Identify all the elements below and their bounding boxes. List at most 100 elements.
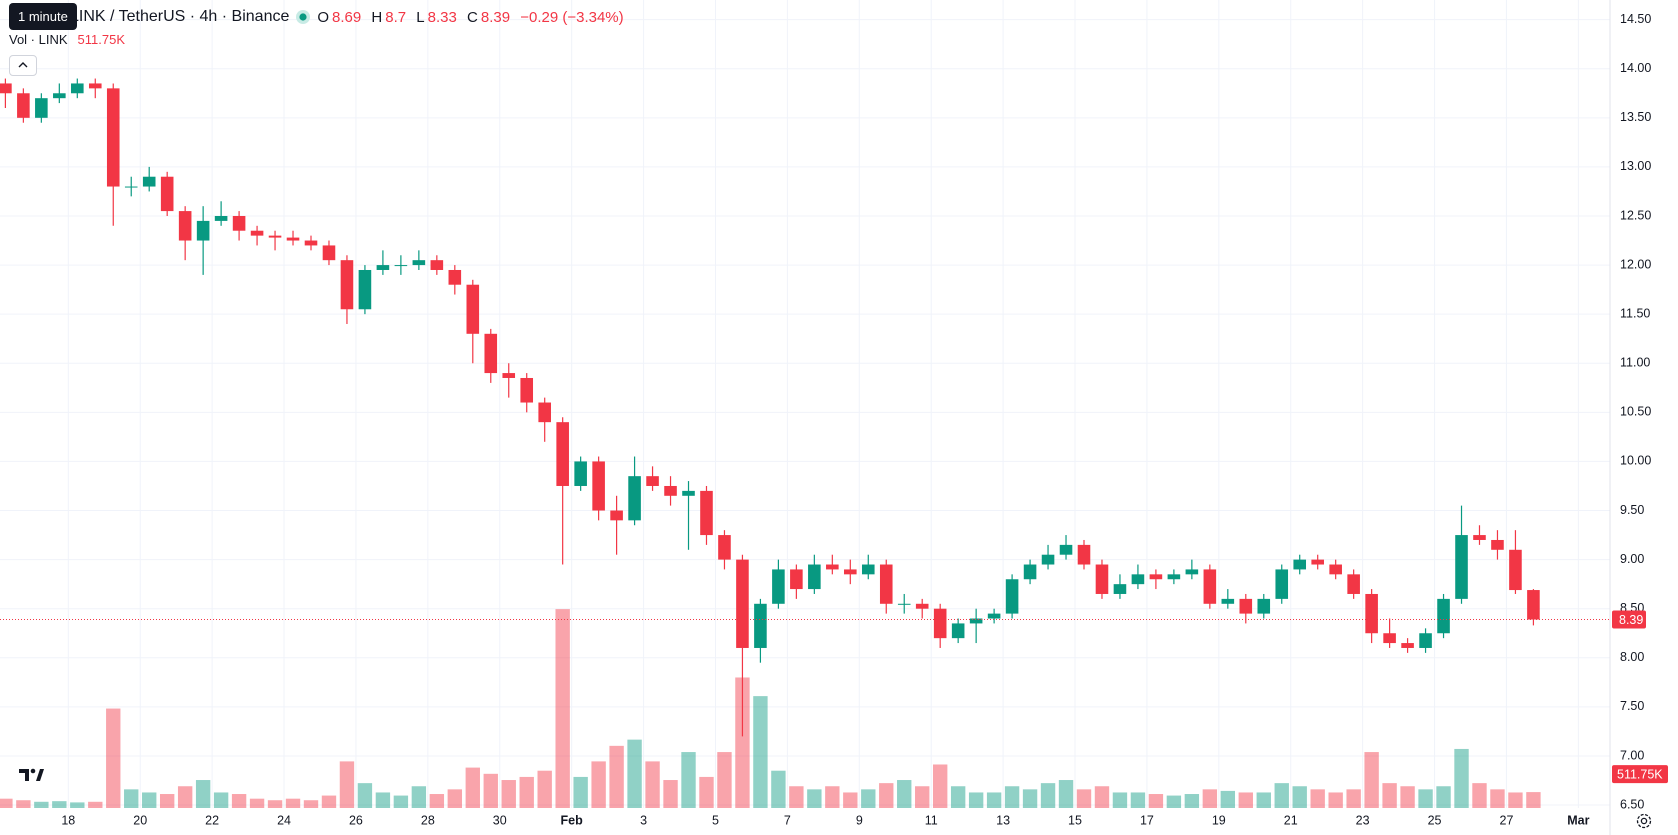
collapse-button[interactable]: [9, 55, 37, 76]
candle-body: [1491, 539, 1504, 550]
candle-body: [1257, 598, 1271, 614]
volume-bar: [1472, 783, 1487, 808]
candle-body: [1113, 584, 1127, 594]
change: −0.29 (−3.34%): [520, 8, 624, 26]
candle-body: [412, 260, 426, 266]
y-tick-label: 7.00: [1620, 748, 1644, 762]
volume-bar: [861, 789, 876, 808]
candle-body: [286, 237, 300, 241]
volume-bar: [501, 780, 516, 808]
candle-body: [1203, 569, 1217, 604]
candle-body: [790, 569, 803, 590]
candle-body: [358, 269, 372, 310]
candle-body: [1221, 598, 1235, 604]
volume-bar: [1526, 792, 1541, 808]
volume-bar: [1490, 789, 1505, 808]
candle-body: [933, 608, 947, 639]
grid: [0, 0, 1610, 808]
candle-body: [304, 240, 318, 246]
y-tick-label: 10.00: [1620, 454, 1651, 468]
volume-bar: [1328, 792, 1343, 808]
candle-body: [987, 613, 1001, 619]
candle-body: [664, 485, 677, 496]
candle-body: [861, 564, 875, 575]
volume-bar: [627, 739, 642, 808]
y-tick-label: 14.50: [1620, 12, 1651, 26]
volume-bar: [843, 792, 858, 808]
last-price-box: [1612, 610, 1646, 629]
volume-bar: [321, 795, 337, 808]
volume-title[interactable]: Vol · LINK: [9, 32, 68, 47]
volume-bar: [1076, 789, 1092, 808]
volume-bar: [1346, 789, 1361, 808]
candle-body: [1311, 559, 1324, 565]
logo[interactable]: [14, 762, 48, 786]
candle-body: [1077, 544, 1091, 565]
candle-body: [88, 83, 102, 89]
high-label: H: [371, 8, 383, 26]
candle-body: [969, 618, 983, 624]
volume-bar: [789, 786, 804, 808]
settings-icon[interactable]: [1634, 811, 1654, 831]
status-dot: [296, 10, 311, 24]
volume-bar: [106, 708, 121, 808]
y-tick-label: 10.50: [1620, 405, 1651, 419]
candle-body: [232, 215, 246, 231]
volume-value: 511.75K: [77, 32, 125, 47]
candle-body: [466, 284, 480, 334]
candle-body: [106, 88, 120, 187]
candle-body: [160, 176, 174, 212]
volume-bar: [1202, 789, 1218, 808]
candle-body: [879, 564, 893, 604]
x-tick-label: 5: [712, 813, 719, 827]
candle-body: [808, 564, 821, 590]
candles: [0, 78, 1540, 737]
y-tick-label: 11.00: [1620, 356, 1650, 370]
candle-body: [1293, 559, 1307, 570]
high-value: 8.7: [385, 8, 407, 26]
volume-label: 511.75K: [1617, 767, 1663, 781]
candle-body: [520, 377, 534, 403]
y-tick-label: 11.50: [1620, 306, 1650, 320]
volume-bar: [681, 752, 696, 808]
volume-bar: [1094, 786, 1110, 808]
y-tick-label: 12.50: [1620, 208, 1651, 222]
x-tick-label: 28: [421, 813, 435, 827]
candle-body: [1419, 633, 1432, 648]
volume-bar: [1148, 794, 1164, 808]
volume-bar: [1004, 786, 1020, 808]
open-label: O: [317, 8, 330, 26]
volume-bar: [483, 773, 498, 808]
volume-bar: [1418, 789, 1433, 808]
volume-bar: [1436, 786, 1451, 808]
volume-bar: [986, 792, 1002, 808]
volume-bar: [1454, 748, 1469, 808]
candle-body: [897, 603, 911, 605]
volume-bar: [735, 677, 750, 808]
y-tick-label: 13.00: [1620, 159, 1651, 173]
volume-bar: [1382, 783, 1397, 808]
symbol-title[interactable]: LINK / TetherUS · 4h · Binance: [70, 8, 290, 25]
volume-bar: [1058, 780, 1074, 808]
volume-bar: [1022, 789, 1038, 808]
candle-body: [1329, 564, 1342, 575]
volume-bar: [771, 770, 786, 808]
volume-bar: [88, 801, 103, 808]
close-label: C: [467, 8, 478, 26]
volume-bar: [1166, 795, 1182, 808]
x-tick-label: 11: [925, 813, 938, 827]
volume-bar: [1184, 794, 1200, 808]
volume-bar: [537, 770, 552, 808]
candle-body: [394, 265, 408, 267]
candle-body: [71, 83, 84, 94]
candle-body: [1527, 590, 1540, 620]
candle-body: [1131, 574, 1145, 585]
candle-body: [268, 235, 282, 238]
volume-bar: [1256, 792, 1271, 808]
x-tick-label: 25: [1428, 813, 1442, 827]
x-tick-label: 30: [493, 813, 507, 827]
x-tick-label: 26: [349, 813, 363, 827]
candle-body: [556, 422, 569, 486]
x-tick-label: 20: [133, 813, 147, 827]
tooltip: 1 minute: [9, 3, 77, 30]
